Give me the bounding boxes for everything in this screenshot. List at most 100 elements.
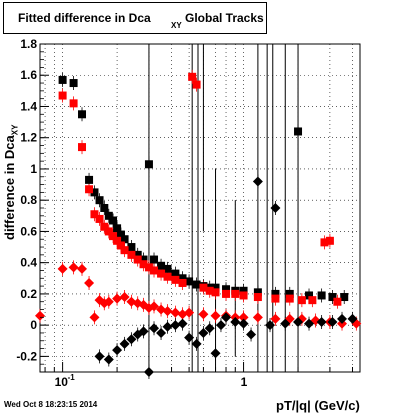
data-point-square bbox=[150, 266, 159, 275]
data-point-square bbox=[113, 224, 122, 233]
y-tick-label: 1.2 bbox=[20, 131, 37, 145]
axis-ticks: -0.2 0 0.2 0.4 0.6 0.8 1 1.2 1.4 1.6 1.8 10 -1 1 bbox=[16, 37, 354, 389]
data-point-square bbox=[157, 269, 166, 278]
data-point-square bbox=[271, 294, 280, 303]
data-point-square bbox=[90, 210, 99, 219]
data-point-diamond bbox=[77, 263, 88, 274]
data-point-diamond bbox=[89, 312, 100, 323]
data-point-diamond bbox=[126, 334, 137, 345]
data-point-diamond bbox=[198, 327, 209, 338]
data-point-square bbox=[69, 79, 78, 88]
data-point-diamond bbox=[246, 329, 257, 340]
data-point-square bbox=[231, 289, 240, 298]
data-point-square bbox=[253, 288, 262, 297]
data-point-square bbox=[297, 296, 306, 305]
data-point-square bbox=[95, 196, 104, 205]
data-point-diamond bbox=[210, 310, 221, 321]
data-point-square bbox=[294, 127, 303, 136]
data-point-diamond bbox=[337, 313, 348, 324]
data-point-square bbox=[178, 278, 187, 287]
data-point-square bbox=[305, 291, 314, 300]
data-point-square bbox=[285, 294, 294, 303]
data-point-square bbox=[78, 110, 87, 119]
data-point-square bbox=[325, 236, 334, 245]
data-point-square bbox=[116, 230, 125, 239]
data-point-diamond bbox=[204, 323, 215, 334]
data-point-diamond bbox=[138, 326, 149, 337]
data-point-square bbox=[109, 216, 118, 225]
data-point-square bbox=[58, 91, 67, 100]
data-point-diamond bbox=[149, 301, 160, 312]
data-point-square bbox=[144, 263, 153, 272]
data-point-diamond bbox=[35, 310, 45, 321]
data-point-diamond bbox=[270, 203, 281, 213]
data-point-square bbox=[205, 286, 214, 295]
data-point-diamond bbox=[119, 292, 130, 303]
data-point-diamond bbox=[84, 277, 95, 288]
data-point-square bbox=[163, 272, 172, 281]
x-tick-label-exponent: -1 bbox=[68, 373, 76, 382]
data-point-square bbox=[171, 269, 180, 278]
data-point-square bbox=[271, 289, 280, 298]
data-point-square bbox=[192, 80, 201, 89]
y-tick-label: 0 bbox=[30, 318, 37, 332]
data-point-diamond bbox=[112, 345, 123, 356]
data-point-square bbox=[150, 255, 159, 264]
y-tick-label: 0.4 bbox=[20, 256, 37, 270]
data-point-diamond bbox=[184, 307, 195, 318]
data-point-square bbox=[199, 283, 208, 292]
data-point-square bbox=[127, 250, 136, 259]
data-point-square bbox=[144, 160, 153, 169]
data-point-square bbox=[85, 175, 94, 184]
data-point-diamond bbox=[57, 263, 68, 274]
data-point-diamond bbox=[119, 338, 130, 349]
data-point-square bbox=[320, 238, 329, 247]
data-point-square bbox=[120, 235, 129, 244]
data-point-diamond bbox=[252, 312, 263, 323]
chart-title-subscript: XY bbox=[171, 21, 182, 30]
y-tick-label: -0.2 bbox=[16, 349, 37, 363]
data-point-diamond bbox=[184, 332, 195, 343]
data-point-square bbox=[178, 274, 187, 283]
data-point-square bbox=[133, 250, 142, 259]
data-point-diamond bbox=[327, 317, 338, 328]
data-point-diamond bbox=[252, 176, 263, 187]
data-point-diamond bbox=[149, 323, 160, 334]
data-points bbox=[35, 72, 362, 377]
data-point-square bbox=[308, 296, 317, 305]
data-point-square bbox=[211, 283, 220, 292]
y-axis-label-sub: XY bbox=[10, 124, 20, 136]
y-tick-label: 0.8 bbox=[20, 193, 37, 207]
data-point-square bbox=[157, 261, 166, 270]
chart-title-tail: Global Tracks bbox=[185, 11, 264, 25]
data-point-square bbox=[285, 289, 294, 298]
data-point-square bbox=[104, 227, 113, 236]
data-point-square bbox=[95, 214, 104, 223]
data-point-diamond bbox=[210, 348, 221, 359]
data-point-diamond bbox=[270, 313, 281, 324]
x-tick-label: 10 bbox=[55, 375, 69, 389]
data-point-diamond bbox=[162, 306, 173, 317]
data-point-square bbox=[239, 286, 248, 295]
data-point-square bbox=[253, 293, 262, 302]
data-point-diamond bbox=[238, 318, 249, 329]
y-tick-label: 1.8 bbox=[20, 37, 37, 51]
data-point-square bbox=[69, 99, 78, 108]
data-point-square bbox=[317, 291, 326, 300]
data-point-diamond bbox=[293, 317, 304, 328]
title-box: Fitted difference in Dca XY Global Track… bbox=[3, 2, 267, 34]
data-point-square bbox=[333, 297, 342, 306]
data-point-diamond bbox=[68, 262, 79, 273]
data-point-square bbox=[116, 241, 125, 250]
error-bars bbox=[39, 44, 357, 379]
data-point-diamond bbox=[230, 317, 241, 328]
y-tick-label: 0.6 bbox=[20, 224, 37, 238]
data-point-diamond bbox=[112, 293, 123, 304]
data-point-square bbox=[58, 75, 67, 84]
data-point-diamond bbox=[221, 312, 232, 323]
data-point-square bbox=[239, 291, 248, 300]
data-point-square bbox=[211, 288, 220, 297]
y-axis-label: difference in DcaXY bbox=[2, 124, 20, 240]
x-axis-label: pT/|q| (GeV/c) bbox=[276, 398, 360, 413]
